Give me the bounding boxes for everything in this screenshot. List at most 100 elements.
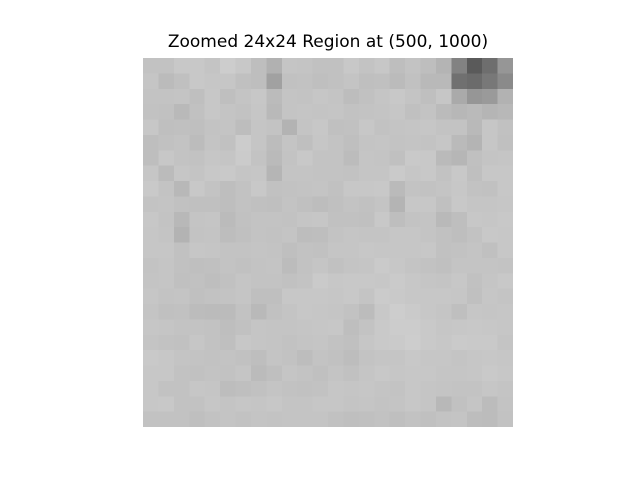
pixel-cell bbox=[220, 73, 236, 90]
pixel-cell bbox=[189, 181, 205, 197]
pixel-cell bbox=[466, 411, 483, 427]
pixel-cell bbox=[466, 150, 483, 166]
pixel-cell bbox=[204, 134, 221, 151]
pixel-cell bbox=[358, 304, 375, 320]
pixel-cell bbox=[158, 334, 175, 351]
pixel-cell bbox=[297, 288, 313, 305]
pixel-cell bbox=[143, 134, 159, 151]
pixel-cell bbox=[343, 211, 360, 228]
pixel-cell bbox=[235, 350, 252, 366]
pixel-cell bbox=[451, 227, 468, 243]
pixel-cell bbox=[189, 165, 205, 182]
pixel-cell bbox=[250, 242, 267, 259]
pixel-cell bbox=[297, 211, 313, 228]
pixel-cell bbox=[297, 396, 313, 412]
pixel-cell bbox=[435, 411, 452, 427]
pixel-cell bbox=[158, 73, 175, 90]
pixel-cell bbox=[281, 365, 298, 382]
pixel-cell bbox=[358, 242, 375, 259]
pixel-cell bbox=[204, 104, 221, 120]
pixel-cell bbox=[405, 396, 421, 412]
pixel-cell bbox=[497, 211, 513, 228]
pixel-cell bbox=[173, 165, 190, 182]
pixel-cell bbox=[297, 88, 313, 105]
pixel-cell bbox=[220, 196, 236, 213]
pixel-cell bbox=[266, 273, 283, 289]
pixel-cell bbox=[204, 304, 221, 320]
pixel-cell bbox=[389, 242, 406, 259]
pixel-cell bbox=[435, 350, 452, 366]
pixel-cell bbox=[235, 411, 252, 427]
pixel-cell bbox=[374, 88, 390, 105]
pixel-cell bbox=[328, 396, 344, 412]
pixel-cell bbox=[389, 134, 406, 151]
pixel-cell bbox=[173, 104, 190, 120]
pixel-cell bbox=[204, 88, 221, 105]
pixel-cell bbox=[435, 165, 452, 182]
pixel-cell bbox=[173, 88, 190, 105]
pixel-cell bbox=[189, 211, 205, 228]
pixel-cell bbox=[235, 242, 252, 259]
pixel-cell bbox=[451, 104, 468, 120]
pixel-cell bbox=[497, 396, 513, 412]
pixel-cell bbox=[435, 319, 452, 336]
pixel-cell bbox=[374, 319, 390, 336]
pixel-cell bbox=[482, 88, 498, 105]
pixel-cell bbox=[204, 196, 221, 213]
pixel-cell bbox=[189, 365, 205, 382]
pixel-cell bbox=[374, 181, 390, 197]
pixel-cell bbox=[435, 150, 452, 166]
pixel-cell bbox=[405, 165, 421, 182]
pixel-cell bbox=[235, 365, 252, 382]
pixel-cell bbox=[497, 119, 513, 136]
pixel-cell bbox=[420, 211, 437, 228]
pixel-cell bbox=[405, 227, 421, 243]
pixel-cell bbox=[435, 181, 452, 197]
pixel-cell bbox=[374, 165, 390, 182]
pixel-cell bbox=[312, 288, 329, 305]
pixel-cell bbox=[420, 319, 437, 336]
pixel-cell bbox=[158, 211, 175, 228]
pixel-cell bbox=[220, 181, 236, 197]
pixel-cell bbox=[405, 181, 421, 197]
pixel-cell bbox=[343, 396, 360, 412]
pixel-cell bbox=[143, 88, 159, 105]
pixel-cell bbox=[312, 165, 329, 182]
pixel-cell bbox=[482, 119, 498, 136]
pixel-cell bbox=[451, 134, 468, 151]
pixel-cell bbox=[158, 380, 175, 397]
pixel-cell bbox=[451, 257, 468, 274]
pixel-cell bbox=[466, 334, 483, 351]
pixel-cell bbox=[158, 257, 175, 274]
pixel-cell bbox=[250, 380, 267, 397]
pixel-cell bbox=[466, 242, 483, 259]
pixel-cell bbox=[266, 165, 283, 182]
pixel-cell bbox=[420, 181, 437, 197]
pixel-cell bbox=[435, 273, 452, 289]
pixel-cell bbox=[435, 257, 452, 274]
pixel-cell bbox=[482, 242, 498, 259]
pixel-cell bbox=[343, 150, 360, 166]
pixel-cell bbox=[297, 304, 313, 320]
pixel-cell bbox=[482, 411, 498, 427]
pixel-cell bbox=[420, 304, 437, 320]
pixel-cell bbox=[405, 88, 421, 105]
pixel-cell bbox=[497, 257, 513, 274]
pixel-cell bbox=[497, 104, 513, 120]
pixel-cell bbox=[281, 257, 298, 274]
pixel-cell bbox=[343, 334, 360, 351]
pixel-cell bbox=[389, 196, 406, 213]
pixel-cell bbox=[189, 257, 205, 274]
pixel-cell bbox=[266, 319, 283, 336]
pixel-cell bbox=[220, 365, 236, 382]
pixel-cell bbox=[405, 319, 421, 336]
pixel-cell bbox=[235, 304, 252, 320]
pixel-cell bbox=[328, 150, 344, 166]
pixel-cell bbox=[189, 88, 205, 105]
pixel-cell bbox=[420, 150, 437, 166]
pixel-cell bbox=[266, 227, 283, 243]
pixel-cell bbox=[374, 227, 390, 243]
pixel-cell bbox=[281, 181, 298, 197]
pixel-cell bbox=[435, 196, 452, 213]
pixel-cell bbox=[374, 134, 390, 151]
